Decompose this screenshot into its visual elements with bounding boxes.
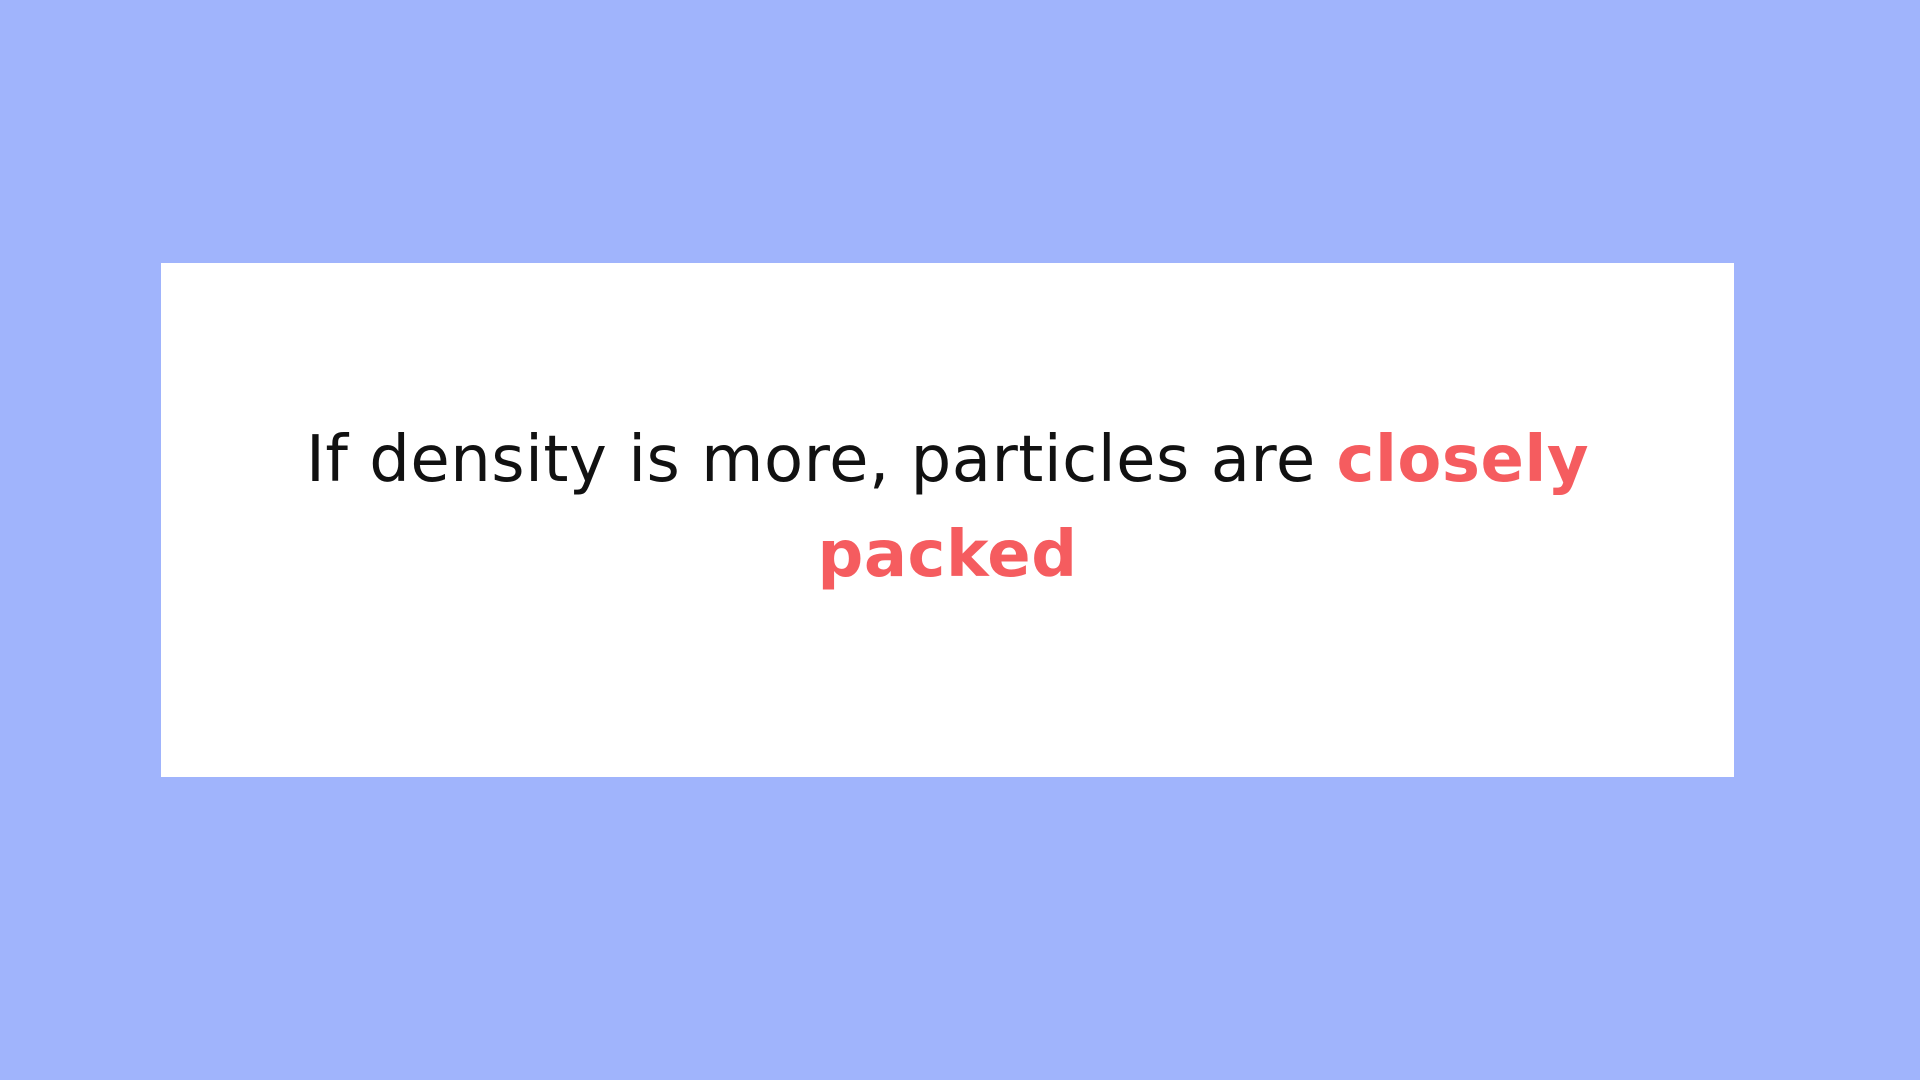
statement-text: If density is more, particles are closel… (281, 413, 1614, 603)
statement-highlight: closely packed (817, 423, 1590, 592)
content-card: If density is more, particles are closel… (161, 263, 1734, 777)
statement-lead: If density is more, particles are (305, 423, 1337, 497)
